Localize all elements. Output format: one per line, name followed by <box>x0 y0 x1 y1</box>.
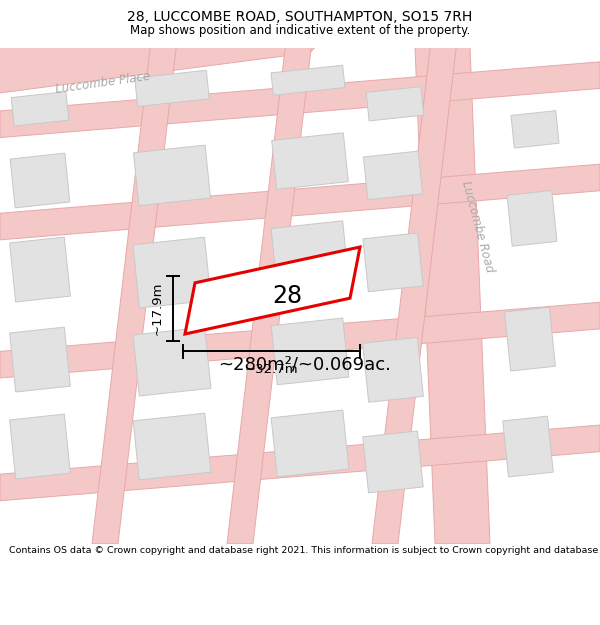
Polygon shape <box>0 164 600 240</box>
Polygon shape <box>0 48 315 94</box>
Polygon shape <box>503 416 553 477</box>
Polygon shape <box>10 327 70 392</box>
Polygon shape <box>415 48 490 544</box>
Polygon shape <box>363 431 423 493</box>
Text: ~17.9m: ~17.9m <box>151 282 163 335</box>
Polygon shape <box>271 65 345 95</box>
Text: ~280m²/~0.069ac.: ~280m²/~0.069ac. <box>218 356 391 374</box>
Text: 28, LUCCOMBE ROAD, SOUTHAMPTON, SO15 7RH: 28, LUCCOMBE ROAD, SOUTHAMPTON, SO15 7RH <box>127 11 473 24</box>
Polygon shape <box>372 48 456 544</box>
Polygon shape <box>92 48 176 544</box>
Polygon shape <box>133 145 211 206</box>
Polygon shape <box>271 410 349 477</box>
Polygon shape <box>11 92 69 126</box>
Polygon shape <box>133 328 211 396</box>
Polygon shape <box>363 233 423 292</box>
Polygon shape <box>362 338 424 402</box>
Polygon shape <box>227 48 311 544</box>
Polygon shape <box>505 308 556 371</box>
Polygon shape <box>364 151 422 200</box>
Polygon shape <box>366 87 424 121</box>
Text: Luccombe Road: Luccombe Road <box>460 179 496 274</box>
Polygon shape <box>0 302 600 378</box>
Polygon shape <box>511 111 559 148</box>
Polygon shape <box>271 221 349 289</box>
Polygon shape <box>272 132 349 189</box>
Polygon shape <box>10 414 70 479</box>
Text: 28: 28 <box>272 284 302 308</box>
Polygon shape <box>10 153 70 208</box>
Polygon shape <box>133 413 211 480</box>
Polygon shape <box>133 238 211 308</box>
Polygon shape <box>135 71 209 106</box>
Polygon shape <box>10 237 70 302</box>
Polygon shape <box>185 247 360 334</box>
Text: Luccombe Place: Luccombe Place <box>55 70 152 96</box>
Polygon shape <box>271 318 349 385</box>
Polygon shape <box>0 62 600 138</box>
Polygon shape <box>0 425 600 501</box>
Text: Contains OS data © Crown copyright and database right 2021. This information is : Contains OS data © Crown copyright and d… <box>9 546 600 555</box>
Text: Map shows position and indicative extent of the property.: Map shows position and indicative extent… <box>130 24 470 37</box>
Text: ~32.7m: ~32.7m <box>245 363 298 376</box>
Polygon shape <box>507 191 557 246</box>
